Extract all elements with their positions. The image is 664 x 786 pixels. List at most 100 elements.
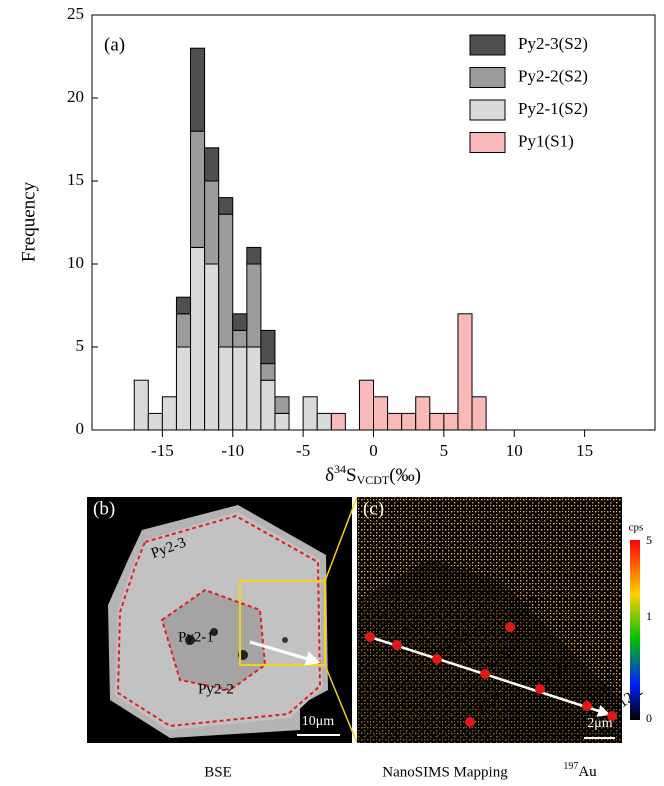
bar-segment	[218, 213, 234, 348]
bar-segment	[274, 412, 290, 431]
bar-segment	[147, 412, 163, 431]
bar-segment	[330, 412, 346, 431]
x-tick-label: 0	[369, 441, 378, 460]
zone-boundary	[116, 514, 322, 728]
bar-segment	[471, 396, 487, 431]
x-label-part: S	[346, 465, 357, 486]
y-tick-label: 20	[67, 87, 84, 106]
colorbar-label: 0	[646, 711, 652, 725]
bar-segment	[429, 412, 445, 431]
pore	[282, 637, 288, 643]
analysis-spot	[607, 711, 617, 721]
x-tick-label: -10	[221, 441, 244, 460]
pore	[185, 635, 195, 645]
caption: BSE	[204, 764, 232, 780]
legend-swatch	[469, 34, 506, 56]
x-axis-label: δ34SVCDT(‰)	[325, 462, 421, 487]
analysis-spot	[365, 632, 375, 642]
zoom-line	[324, 496, 358, 582]
x-tick-label: 15	[576, 441, 593, 460]
analysis-spot	[432, 654, 442, 664]
nanosims-panel: -12.2-11.7 -10.3 -10.312.5-11.9-12.7-12.7-…	[324, 496, 652, 780]
zoom-line	[324, 664, 358, 744]
bar-segment	[260, 379, 276, 431]
zone-label: Py2-1	[178, 629, 214, 645]
legend-label: Py2-3(S2)	[518, 34, 588, 53]
legend-swatch	[469, 67, 506, 88]
profile-arrow	[249, 640, 321, 666]
x-label-part: (‰)	[389, 465, 421, 486]
bar-segment	[246, 346, 262, 431]
bar-segment	[246, 246, 262, 265]
bar-segment	[260, 363, 276, 381]
x-label-part: 34	[334, 462, 346, 476]
y-tick-label: 5	[76, 336, 85, 355]
analysis-spot	[505, 622, 515, 632]
bar-segment	[218, 346, 234, 431]
y-axis-label: Frequency	[18, 181, 39, 262]
analysis-spot	[535, 684, 545, 694]
analysis-spot	[465, 717, 475, 727]
bar-segment	[274, 396, 290, 414]
bar-segment	[232, 346, 248, 431]
bar-segment	[316, 412, 332, 431]
bar-segment	[358, 379, 374, 431]
caption: NanoSIMS Mapping	[382, 764, 508, 780]
bar-segment	[218, 197, 234, 215]
bar-segment	[133, 379, 149, 431]
analysis-spot	[582, 701, 592, 711]
y-tick-label: 25	[67, 4, 84, 23]
x-tick-label: 10	[506, 441, 523, 460]
x-tick-label: -15	[151, 441, 174, 460]
bar-segment	[246, 263, 262, 348]
bar-segment	[457, 313, 473, 431]
histogram-panel: (a) Frequency δ34SVCDT(‰) 0 5 10 15 20 25 -15 -…	[18, 4, 656, 487]
bar-segment	[175, 346, 192, 431]
bar-segment	[175, 313, 192, 348]
legend-swatch	[469, 132, 506, 153]
panel-label: (c)	[363, 498, 384, 519]
colorbar	[630, 540, 640, 720]
panel-label: (b)	[93, 498, 115, 519]
bar-segment	[387, 412, 403, 431]
bar-segment	[175, 296, 192, 315]
legend-label: Py1(S1)	[518, 131, 574, 150]
bar-segment	[443, 412, 459, 431]
bar-segment	[204, 180, 220, 265]
x-tick-label: 5	[440, 441, 449, 460]
y-tick-label: 0	[76, 419, 85, 438]
bar-segment	[401, 412, 417, 431]
legend-label: Py2-2(S2)	[518, 66, 588, 85]
pore	[210, 628, 218, 636]
colorbar-label: 1	[646, 609, 652, 623]
analysis-spot	[480, 669, 490, 679]
isotope-element: Au	[578, 764, 597, 780]
zone-label: Py2-2	[198, 681, 234, 697]
legend-swatch	[469, 99, 506, 121]
bar-segment	[204, 263, 220, 431]
bar-segment	[190, 47, 206, 132]
bar-segment	[190, 246, 206, 431]
x-tick-label: -5	[296, 441, 310, 460]
colorbar-unit: cps	[629, 522, 644, 534]
bar-segment	[373, 396, 389, 431]
isotope-label: 197Au	[563, 761, 597, 780]
bar-segment	[190, 130, 206, 248]
bse-panel: (b) Py2-3 Py2-1 Py2-2 10μm BSE	[87, 497, 352, 780]
bar-segment	[161, 396, 177, 431]
panel-label: (a)	[104, 34, 125, 55]
zone-boundary	[160, 588, 267, 692]
analysis-spot	[392, 640, 402, 650]
bar-segment	[415, 396, 431, 431]
x-label-part: δ	[325, 465, 334, 486]
bar-segment	[260, 329, 276, 365]
scale-bar-label: 10μm	[302, 714, 335, 729]
legend-label: Py2-1(S2)	[518, 99, 588, 118]
bar-segment	[232, 313, 248, 331]
isotope-mass: 197	[563, 761, 578, 772]
bar-segment	[302, 396, 318, 431]
bar-segment	[232, 329, 248, 348]
bar-segment	[204, 147, 220, 182]
x-label-part: VCDT	[357, 473, 390, 487]
